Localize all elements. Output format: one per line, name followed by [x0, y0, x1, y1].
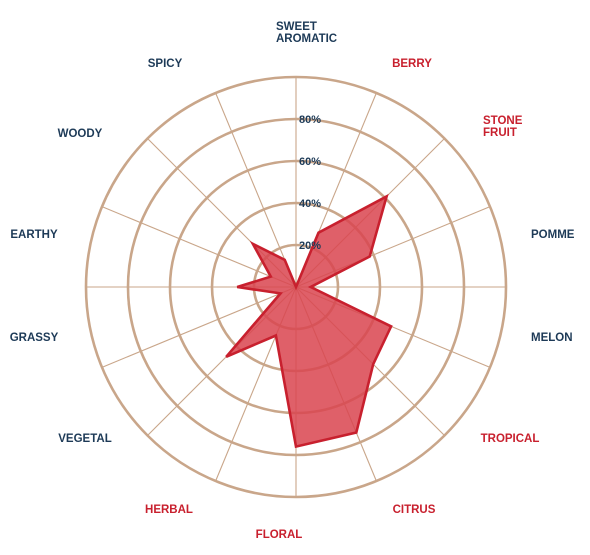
axis-label-tropical: TROPICAL: [481, 433, 540, 445]
axis-label-woody: WOODY: [58, 128, 103, 140]
axis-label-citrus: CITRUS: [393, 504, 436, 516]
axis-label-berry: BERRY: [392, 58, 432, 70]
radar-axis-labels: SWEET AROMATIC BERRY STONE FRUIT POMME MELON TR…: [10, 21, 575, 541]
axis-label-sweet-aromatic: SWEET AROMATIC: [276, 21, 337, 45]
tick-label: 60%: [299, 156, 321, 168]
axis-label-earthy: EARTHY: [10, 229, 58, 241]
tick-label: 80%: [299, 114, 321, 126]
grid-spoke: [101, 206, 297, 288]
axis-label-melon: MELON: [531, 332, 573, 344]
tick-label: 40%: [299, 198, 321, 210]
axis-label-vegetal: VEGETAL: [58, 433, 111, 445]
tick-label: 20%: [299, 240, 321, 252]
radar-tick-labels: 20% 40% 60% 80%: [299, 114, 321, 252]
grid-spoke: [215, 92, 297, 288]
series-polygon: [225, 193, 393, 449]
axis-label-stone-fruit: STONE FRUIT: [483, 115, 523, 139]
radar-data: [225, 193, 393, 449]
axis-label-floral: FLORAL: [256, 529, 303, 541]
axis-label-herbal: HERBAL: [145, 504, 193, 516]
axis-label-pomme: POMME: [531, 229, 575, 241]
axis-label-grassy: GRASSY: [10, 332, 59, 344]
axis-label-spicy: SPICY: [148, 58, 183, 70]
grid-spoke: [101, 286, 297, 368]
